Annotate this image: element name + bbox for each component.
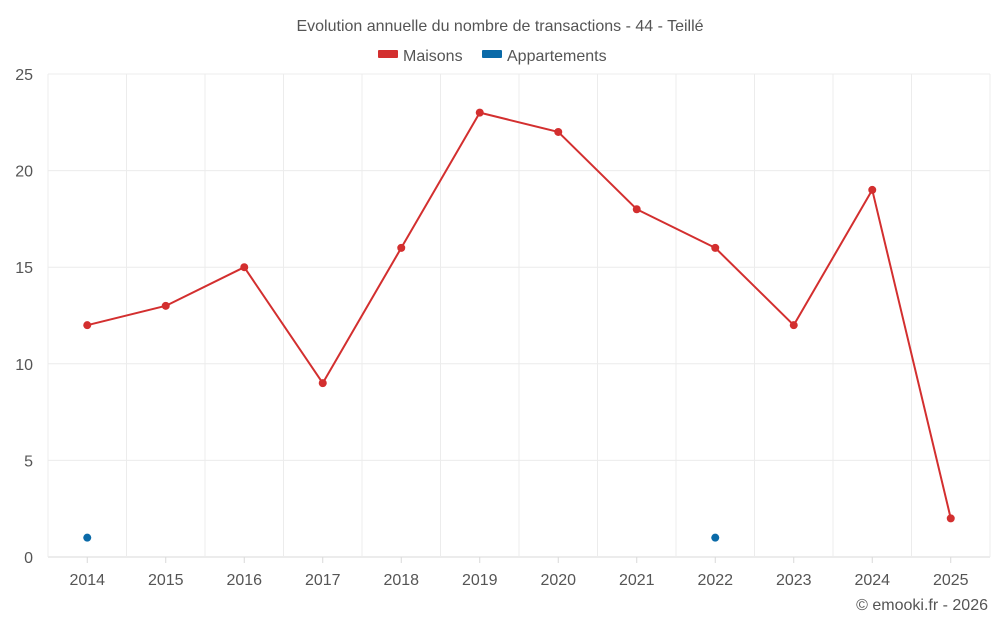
x-tick-label: 2022 <box>697 572 733 589</box>
data-point-maisons[interactable] <box>475 108 484 117</box>
legend: Maisons Appartements <box>378 48 607 65</box>
data-point-appartements[interactable] <box>711 533 720 542</box>
series-appartements <box>83 533 720 542</box>
legend-swatch-appartements <box>482 50 502 58</box>
x-tick-label: 2019 <box>462 572 498 589</box>
series-maisons <box>83 108 955 523</box>
x-tick-label: 2016 <box>226 572 262 589</box>
data-point-maisons[interactable] <box>161 301 170 310</box>
data-point-maisons[interactable] <box>554 127 563 136</box>
credit-text: © emooki.fr - 2026 <box>856 597 988 614</box>
chart-title: Evolution annuelle du nombre de transact… <box>296 18 703 35</box>
series <box>83 108 955 542</box>
x-tick-label: 2025 <box>933 572 969 589</box>
legend-item-appartements[interactable]: Appartements <box>482 48 607 65</box>
x-tick-label: 2020 <box>540 572 576 589</box>
y-tick-label: 10 <box>15 357 33 374</box>
data-point-maisons[interactable] <box>789 321 798 330</box>
y-tick-label: 5 <box>24 453 33 470</box>
x-tick-label: 2018 <box>383 572 419 589</box>
data-point-maisons[interactable] <box>711 243 720 252</box>
x-axis: 2014 2015 2016 2017 2018 2019 2020 2021 2022 2023… <box>69 557 969 589</box>
y-tick-label: 25 <box>15 67 33 84</box>
x-tick-label: 2021 <box>619 572 655 589</box>
data-point-maisons[interactable] <box>318 379 327 388</box>
y-tick-label: 15 <box>15 260 33 277</box>
legend-item-maisons[interactable]: Maisons <box>378 48 463 65</box>
series-line-maisons <box>87 111 952 519</box>
data-point-maisons[interactable] <box>240 263 249 272</box>
legend-label-appartements: Appartements <box>507 48 607 65</box>
data-point-maisons[interactable] <box>632 205 641 214</box>
y-tick-label: 20 <box>15 164 33 181</box>
grid <box>47 73 991 558</box>
x-tick-label: 2015 <box>148 572 184 589</box>
legend-swatch-maisons <box>378 50 398 58</box>
x-tick-label: 2024 <box>854 572 890 589</box>
data-point-maisons[interactable] <box>868 185 877 194</box>
y-axis: 0 5 10 15 20 25 <box>15 67 33 567</box>
data-point-maisons[interactable] <box>946 514 955 523</box>
x-tick-label: 2017 <box>305 572 341 589</box>
data-point-appartements[interactable] <box>83 533 92 542</box>
legend-label-maisons: Maisons <box>403 48 463 65</box>
data-point-maisons[interactable] <box>397 243 406 252</box>
x-tick-label: 2023 <box>776 572 812 589</box>
x-tick-label: 2014 <box>69 572 105 589</box>
y-tick-label: 0 <box>24 550 33 567</box>
data-point-maisons[interactable] <box>83 321 92 330</box>
